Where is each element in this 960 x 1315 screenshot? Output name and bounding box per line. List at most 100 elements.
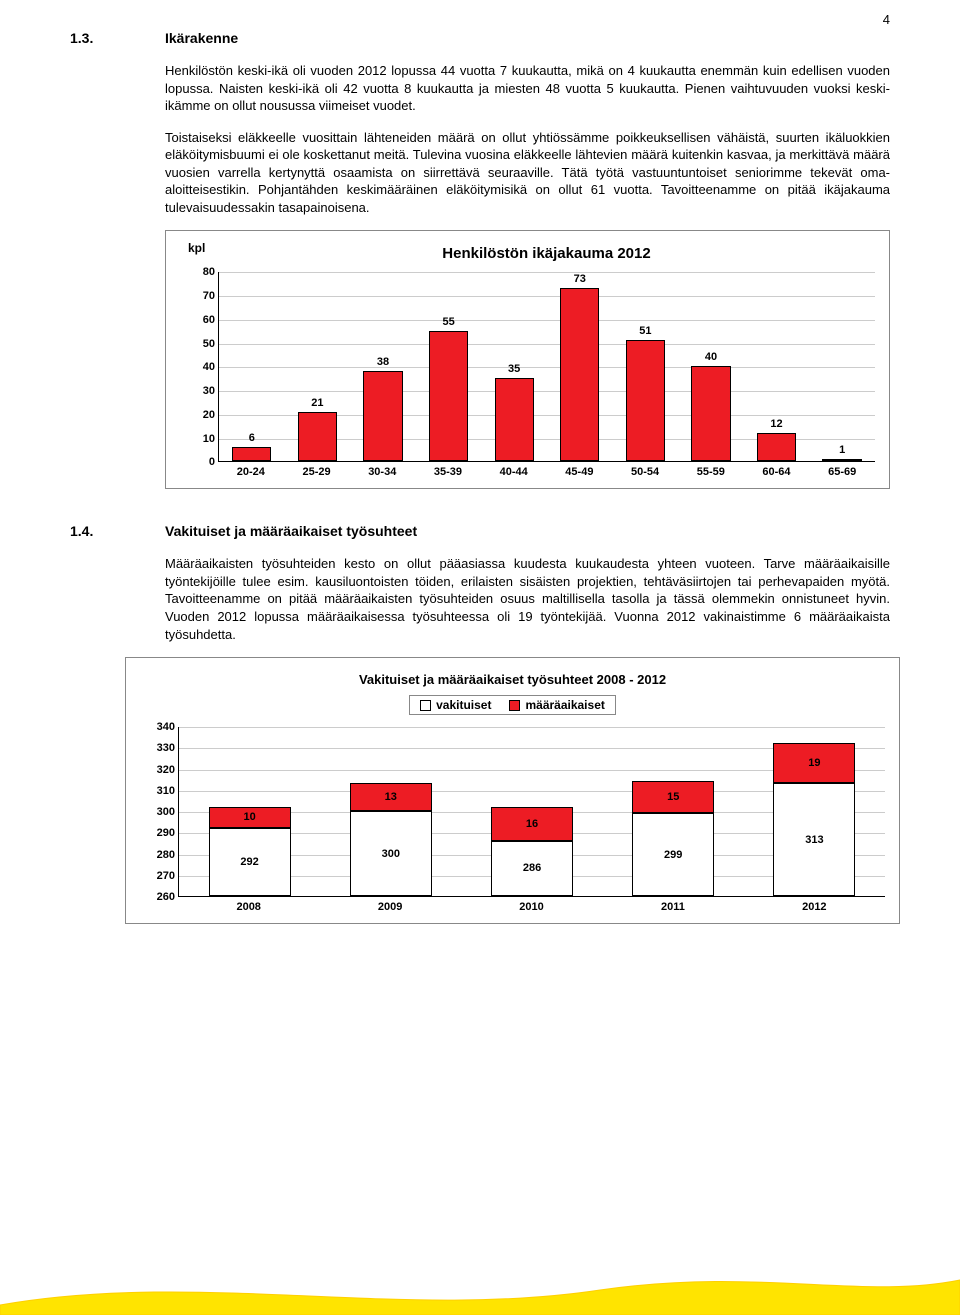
chart-1-bar-value: 35 — [508, 363, 520, 375]
footer-wave — [0, 1265, 960, 1315]
chart-1-xlabel: 20-24 — [218, 466, 284, 478]
chart-1-box: kpl Henkilöstön ikäjakauma 2012 0 10 20 30 4… — [165, 230, 890, 489]
page: 4 1.3. Ikärakenne Henkilöstön keski-ikä … — [0, 0, 960, 1315]
chart-2-seg-vakituiset: 299 — [632, 813, 714, 896]
chart-1-xlabels: 20-2425-2930-3435-3940-4445-4950-5455-59… — [218, 466, 875, 478]
chart-1-bar-slot: 6 — [219, 272, 285, 461]
chart-2-stack: 15299 — [632, 781, 714, 896]
chart-1-bar: 12 — [757, 433, 796, 462]
chart-1-area: kpl Henkilöstön ikäjakauma 2012 01020304… — [180, 245, 875, 478]
chart-2-legend-swatch — [509, 700, 520, 711]
chart-1-ytick: 80 — [187, 266, 215, 278]
section-1-p1: Henkilöstön keski-ikä oli vuoden 2012 lo… — [165, 62, 890, 115]
section-1-heading: 1.3. Ikärakenne — [70, 30, 890, 46]
chart-2-seg-maaraaikaiset: 19 — [773, 743, 855, 783]
section-2-num: 1.4. — [70, 523, 165, 539]
chart-1-bar: 73 — [560, 288, 599, 461]
chart-1-yunit: kpl — [188, 241, 205, 255]
chart-2-stack: 13300 — [350, 783, 432, 896]
chart-2-bar-slot: 10292 — [179, 727, 320, 896]
chart-2-bar-slot: 13300 — [320, 727, 461, 896]
chart-2-legend: vakituiset määräaikaiset — [409, 695, 616, 715]
chart-2-legend-label: vakituiset — [436, 698, 491, 712]
chart-1-ytick: 0 — [187, 456, 215, 468]
chart-1-bar-value: 40 — [705, 351, 717, 363]
chart-2-bars: 10292 13300 16286 15299 19313 — [179, 727, 885, 896]
chart-1-bar-slot: 35 — [481, 272, 547, 461]
chart-2-ytick: 260 — [147, 891, 175, 903]
chart-2-area: 2602702802903003103203303401029213300162… — [140, 727, 885, 913]
chart-1-ytick: 10 — [187, 433, 215, 445]
chart-2-seg-vakituiset: 300 — [350, 811, 432, 896]
chart-1-bar-slot: 55 — [416, 272, 482, 461]
chart-1-bar-value: 38 — [377, 356, 389, 368]
chart-1-bar-value: 55 — [442, 316, 454, 328]
chart-2-ytick: 300 — [147, 806, 175, 818]
chart-2-stack: 19313 — [773, 743, 855, 896]
section-2-p1: Määräaikaisten työsuhteiden kesto on oll… — [165, 555, 890, 643]
chart-1-bar: 6 — [232, 447, 271, 461]
chart-1-ytick: 30 — [187, 385, 215, 397]
chart-1-bar-slot: 40 — [678, 272, 744, 461]
chart-1-bar-value: 6 — [249, 432, 255, 444]
chart-2-xlabel: 2010 — [461, 901, 602, 913]
chart-1-bar: 35 — [495, 378, 534, 461]
section-1-num: 1.3. — [70, 30, 165, 46]
chart-1-xlabel: 40-44 — [481, 466, 547, 478]
chart-2-plot: 2602702802903003103203303401029213300162… — [178, 727, 885, 897]
chart-1-bar-slot: 1 — [809, 272, 875, 461]
chart-1-ytick: 40 — [187, 361, 215, 373]
section-1-title: Ikärakenne — [165, 30, 238, 46]
chart-2-title: Vakituiset ja määräaikaiset työsuhteet 2… — [140, 672, 885, 687]
chart-2-legend-label: määräaikaiset — [525, 698, 604, 712]
chart-2-xlabel: 2008 — [178, 901, 319, 913]
chart-2-stack: 16286 — [491, 807, 573, 896]
chart-1-xlabel: 65-69 — [809, 466, 875, 478]
chart-1-bar-slot: 73 — [547, 272, 613, 461]
section-1-p2: Toistaiseksi eläkkeelle vuosittain lähte… — [165, 129, 890, 217]
chart-2-legend-item: määräaikaiset — [509, 698, 604, 712]
chart-2-bar-slot: 16286 — [461, 727, 602, 896]
chart-2-seg-maaraaikaiset: 16 — [491, 807, 573, 841]
chart-1-bar: 55 — [429, 331, 468, 462]
chart-2-seg-maaraaikaiset: 15 — [632, 781, 714, 813]
chart-1-bar-value: 21 — [311, 397, 323, 409]
chart-2-seg-vakituiset: 286 — [491, 841, 573, 896]
chart-1-ytick: 60 — [187, 314, 215, 326]
chart-2-ytick: 320 — [147, 764, 175, 776]
chart-1-bar: 38 — [363, 371, 402, 461]
chart-2-stack: 10292 — [209, 807, 291, 896]
chart-1-bar-value: 51 — [639, 325, 651, 337]
chart-1-bar: 51 — [626, 340, 665, 461]
chart-2-legend-item: vakituiset — [420, 698, 491, 712]
section-2-heading: 1.4. Vakituiset ja määräaikaiset työsuht… — [70, 523, 890, 539]
chart-1-ytick: 50 — [187, 338, 215, 350]
chart-1-xlabel: 30-34 — [349, 466, 415, 478]
chart-1-bar-slot: 21 — [285, 272, 351, 461]
chart-1-bar: 21 — [298, 412, 337, 462]
chart-2-seg-maaraaikaiset: 10 — [209, 807, 291, 828]
chart-1-bar-slot: 51 — [613, 272, 679, 461]
chart-2-ytick: 270 — [147, 870, 175, 882]
chart-2-ytick: 310 — [147, 785, 175, 797]
chart-1-ytick: 70 — [187, 290, 215, 302]
chart-1-xlabel: 55-59 — [678, 466, 744, 478]
chart-2-ytick: 280 — [147, 849, 175, 861]
chart-1-xlabel: 25-29 — [284, 466, 350, 478]
chart-1-bar-slot: 38 — [350, 272, 416, 461]
chart-2-ytick: 290 — [147, 827, 175, 839]
chart-2-bar-slot: 19313 — [744, 727, 885, 896]
chart-1-xlabel: 35-39 — [415, 466, 481, 478]
chart-2-legend-swatch — [420, 700, 431, 711]
chart-2-box: Vakituiset ja määräaikaiset työsuhteet 2… — [125, 657, 900, 924]
chart-1-bar: 40 — [691, 366, 730, 461]
chart-1-xlabel: 50-54 — [612, 466, 678, 478]
chart-1-plot: 01020304050607080621385535735140121 — [218, 272, 875, 462]
page-number: 4 — [883, 12, 890, 27]
chart-1-bar-value: 1 — [839, 444, 845, 456]
chart-2-ytick: 330 — [147, 742, 175, 754]
chart-2-xlabel: 2011 — [602, 901, 743, 913]
chart-1-title: Henkilöstön ikäjakauma 2012 — [218, 245, 875, 262]
chart-1-ytick: 20 — [187, 409, 215, 421]
chart-2-seg-vakituiset: 292 — [209, 828, 291, 896]
